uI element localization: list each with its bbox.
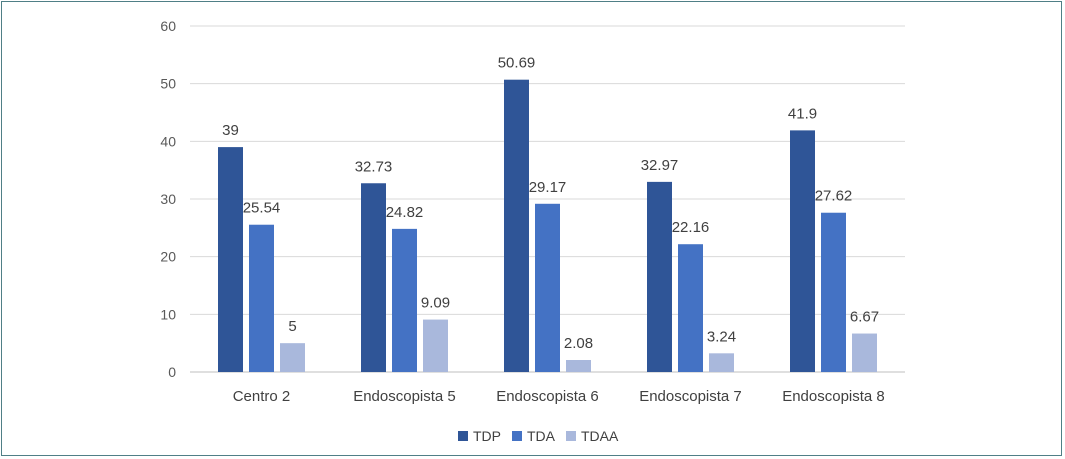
data-label: 25.54 xyxy=(243,200,281,217)
data-label: 32.73 xyxy=(355,158,393,175)
bar-tda xyxy=(249,224,274,372)
y-tick-label: 50 xyxy=(160,76,176,92)
bar-tdp xyxy=(647,181,672,372)
data-label: 6.67 xyxy=(850,309,879,326)
category-label: Endoscopista 5 xyxy=(353,388,456,405)
bar-tdp xyxy=(361,183,386,372)
y-tick-label: 40 xyxy=(160,133,176,149)
data-label: 3.24 xyxy=(707,328,736,345)
data-label: 22.16 xyxy=(672,219,710,236)
category-label: Endoscopista 8 xyxy=(782,388,885,405)
category-label: Endoscopista 6 xyxy=(496,388,599,405)
category-label: Endoscopista 7 xyxy=(639,388,742,405)
data-label: 2.08 xyxy=(564,335,593,352)
bar-tdaa xyxy=(423,319,448,372)
bar-tdp xyxy=(218,147,243,372)
y-axis-ticks: 0 10 20 30 40 50 60 xyxy=(160,18,176,380)
data-label: 5 xyxy=(288,318,296,335)
bar-tdp xyxy=(790,130,815,372)
y-tick-label: 30 xyxy=(160,191,176,207)
data-label: 9.09 xyxy=(421,295,450,312)
category-labels: Centro 2 Endoscopista 5 Endoscopista 6 Endo… xyxy=(233,388,885,405)
category-label: Centro 2 xyxy=(233,388,291,405)
legend-swatch-tdaa xyxy=(566,431,576,441)
data-label: 27.62 xyxy=(815,188,853,205)
legend-label: TDA xyxy=(527,428,556,444)
bars xyxy=(218,79,877,372)
data-label: 39 xyxy=(222,122,239,139)
bar-tdaa xyxy=(280,343,305,372)
legend-swatch-tda xyxy=(512,431,522,441)
data-label: 32.97 xyxy=(641,157,679,174)
bar-tdaa xyxy=(709,353,734,372)
legend: TDP TDA TDAA xyxy=(458,428,619,444)
bar-tdaa xyxy=(566,360,591,372)
bar-tda xyxy=(535,203,560,372)
legend-label: TDP xyxy=(473,428,501,444)
bar-tda xyxy=(392,228,417,372)
y-tick-label: 10 xyxy=(160,306,176,322)
bar-tdaa xyxy=(852,333,877,372)
data-label: 29.17 xyxy=(529,179,567,196)
y-tick-label: 20 xyxy=(160,249,176,265)
bar-tda xyxy=(821,212,846,372)
gridlines xyxy=(190,25,905,373)
data-label: 50.69 xyxy=(498,55,536,72)
data-label: 41.9 xyxy=(788,105,817,122)
bar-tdp xyxy=(504,79,529,372)
legend-swatch-tdp xyxy=(458,431,468,441)
data-labels: 39 25.54 5 32.73 24.82 9.09 50.69 29.17 2.08 32.9… xyxy=(222,55,879,352)
data-label: 24.82 xyxy=(386,204,424,221)
bar-tda xyxy=(678,244,703,372)
legend-label: TDAA xyxy=(581,428,619,444)
y-tick-label: 0 xyxy=(168,364,176,380)
y-tick-label: 60 xyxy=(160,18,176,34)
